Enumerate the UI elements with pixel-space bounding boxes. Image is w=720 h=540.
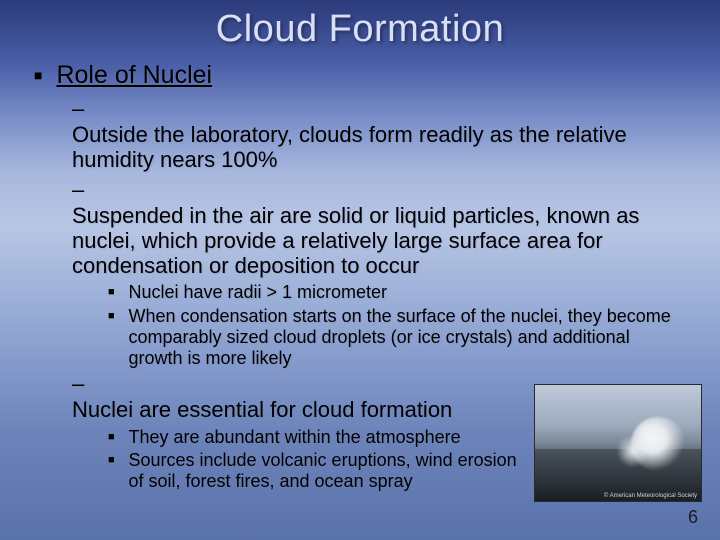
dash-icon: – bbox=[72, 371, 94, 397]
square-bullet-icon: ■ bbox=[108, 431, 124, 443]
subpoint-text: Sources include volcanic eruptions, wind… bbox=[128, 450, 528, 492]
slide-title: Cloud Formation bbox=[30, 8, 690, 51]
bullet-level3: ■ When condensation starts on the surfac… bbox=[108, 306, 690, 370]
page-number: 6 bbox=[688, 507, 698, 528]
ocean-spray-image: © American Meteorological Society bbox=[534, 384, 702, 502]
square-bullet-icon: ■ bbox=[108, 286, 124, 298]
square-bullet-icon: ■ bbox=[108, 310, 124, 322]
heading-row: ■ Role of Nuclei bbox=[34, 61, 690, 90]
point-text: Outside the laboratory, clouds form read… bbox=[72, 122, 672, 173]
square-bullet-icon: ■ bbox=[34, 67, 52, 83]
image-credit: © American Meteorological Society bbox=[604, 493, 697, 499]
bullet-level3: ■ Nuclei have radii > 1 micrometer bbox=[108, 282, 690, 303]
subpoint-text: They are abundant within the atmosphere bbox=[128, 427, 528, 448]
image-wave bbox=[615, 436, 651, 466]
bullet-level2: – Outside the laboratory, clouds form re… bbox=[72, 96, 690, 173]
dash-icon: – bbox=[72, 96, 94, 122]
slide-container: Cloud Formation ■ Role of Nuclei – Outsi… bbox=[0, 0, 720, 540]
subpoint-text: Nuclei have radii > 1 micrometer bbox=[128, 282, 688, 303]
square-bullet-icon: ■ bbox=[108, 454, 124, 466]
heading-text: Role of Nuclei bbox=[56, 61, 676, 90]
point-text: Suspended in the air are solid or liquid… bbox=[72, 203, 672, 279]
bullet-level2: – Suspended in the air are solid or liqu… bbox=[72, 177, 690, 279]
dash-icon: – bbox=[72, 177, 94, 203]
subpoint-text: When condensation starts on the surface … bbox=[128, 306, 688, 370]
